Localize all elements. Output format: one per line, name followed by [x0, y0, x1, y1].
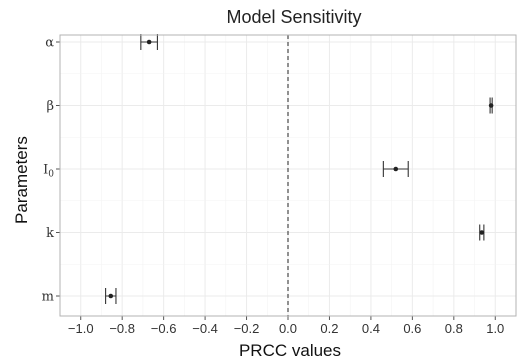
x-tick-label: 0.4 — [362, 321, 380, 336]
y-category-label: β — [46, 99, 54, 114]
x-tick-label: 0.0 — [279, 321, 297, 336]
error-bar-group — [105, 288, 117, 304]
x-axis-title: PRCC values — [239, 341, 341, 357]
y-axis-title: Parameters — [12, 136, 31, 224]
data-point — [393, 166, 399, 172]
y-category-label: k — [46, 226, 54, 241]
x-tick-label: 0.6 — [403, 321, 421, 336]
error-bar-group — [382, 161, 409, 177]
plot-panel-border — [59, 34, 517, 317]
data-marks — [105, 34, 494, 316]
y-category-label: m — [42, 290, 54, 305]
x-tick-label: −1.0 — [68, 321, 94, 336]
x-tick-label: −0.8 — [109, 321, 135, 336]
x-tick-label: −0.4 — [192, 321, 218, 336]
y-category-subscript: 0 — [48, 170, 54, 180]
axes: −1.0 −0.8 −0.6 −0.4 −0.2 0.0 0.2 0.4 0.6 0.8 1.0 α β… — [42, 36, 505, 337]
x-tick-label: 0.2 — [320, 321, 338, 336]
data-point — [146, 39, 152, 45]
error-bar-group — [488, 97, 494, 114]
x-tick-label: 0.8 — [445, 321, 463, 336]
data-point — [108, 293, 114, 299]
x-tick-label: −0.2 — [234, 321, 260, 336]
chart-title: Model Sensitivity — [226, 7, 361, 27]
x-tick-label: 1.0 — [486, 321, 504, 336]
y-category-label: I0 — [43, 163, 54, 180]
x-tick-label: −0.6 — [151, 321, 177, 336]
error-bar-group — [479, 224, 485, 241]
y-category-label: α — [45, 36, 54, 51]
data-point — [488, 103, 494, 108]
data-point — [479, 230, 485, 235]
error-bar-group — [140, 34, 158, 50]
